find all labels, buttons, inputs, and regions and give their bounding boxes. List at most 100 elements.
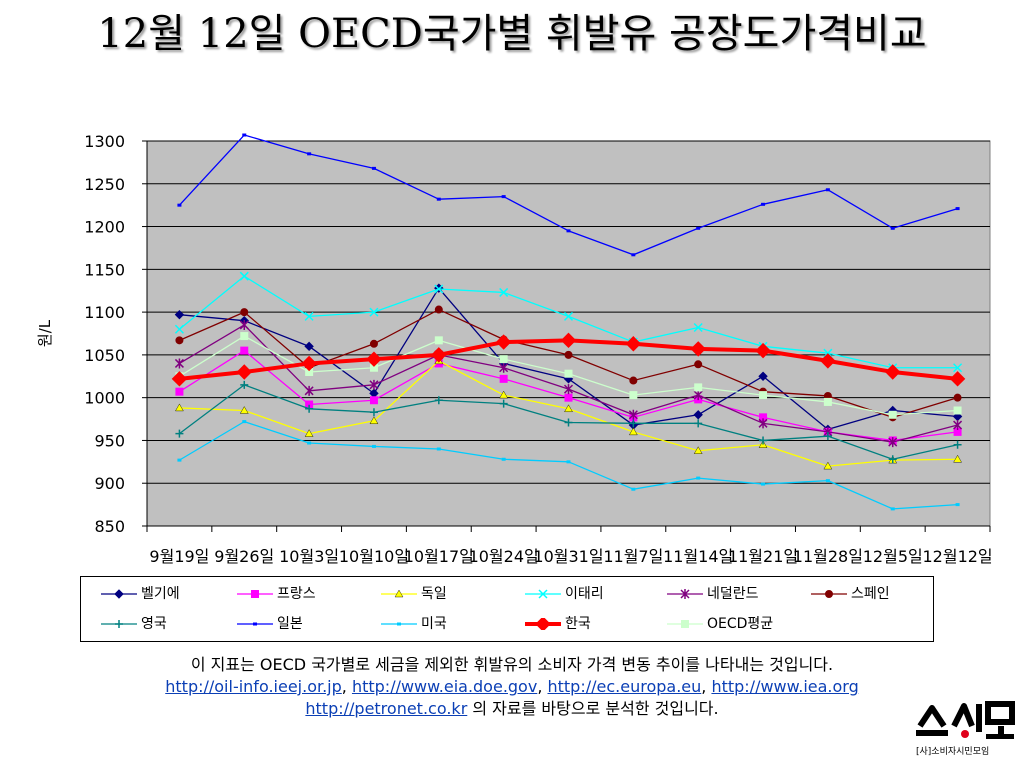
data-point <box>177 458 182 462</box>
data-point <box>560 332 577 349</box>
legend-marker <box>397 622 401 626</box>
series-7 <box>177 133 960 257</box>
data-point <box>499 374 508 383</box>
legend-item: 프랑스 <box>237 584 316 604</box>
data-point <box>499 390 508 399</box>
data-point <box>949 371 966 387</box>
footer-closing-text: 의 자료를 바탕으로 분석한 것입니다. <box>467 699 719 718</box>
series-6 <box>175 380 962 464</box>
x-tick-label: 11월21일 <box>728 547 798 566</box>
data-point <box>175 387 184 396</box>
data-point <box>371 444 376 448</box>
data-point <box>890 226 895 230</box>
data-point <box>171 371 188 387</box>
legend-label: 스페인 <box>851 586 890 602</box>
data-point <box>631 253 636 257</box>
logo-mark <box>916 701 1015 739</box>
legend-swatch <box>237 590 273 598</box>
x-tick-label: 9월19일 <box>149 547 209 566</box>
footer-note: 이 지표는 OECD 국가별로 세금을 제외한 휘발유의 소비자 가격 변동 추… <box>0 654 1024 720</box>
y-tick-label: 1200 <box>84 218 125 237</box>
data-point <box>305 404 314 413</box>
data-point <box>240 380 249 389</box>
data-point <box>242 133 247 137</box>
data-point <box>501 195 506 199</box>
data-point <box>369 408 378 417</box>
legend-marker <box>681 620 689 628</box>
series-10 <box>175 332 962 419</box>
source-link-petronet[interactable]: http://petronet.co.kr <box>305 699 468 718</box>
data-point <box>953 420 963 431</box>
x-tick-label: 10월10일 <box>339 547 409 566</box>
legend-item: 미국 <box>381 614 447 634</box>
legend-marker <box>825 590 833 598</box>
legend-swatch <box>667 620 703 628</box>
chart-legend: 벨기에 프랑스 독일 이태리 네덜란드 스페인 영국 일본 미국 한국 OECD평균 <box>80 576 934 642</box>
data-point <box>434 305 443 314</box>
data-point <box>174 358 184 369</box>
source-link-eia[interactable]: http://www.eia.doe.gov <box>351 677 538 696</box>
data-point <box>888 437 898 448</box>
legend-swatch <box>811 590 847 598</box>
legend-swatch <box>237 622 273 626</box>
data-point <box>240 346 249 355</box>
data-point <box>564 393 573 402</box>
data-point <box>236 364 252 380</box>
line-chart: 850 900 950 1000 1050 1100 1150 1200 1250 1300 9월1… <box>36 132 993 566</box>
y-tick-label: 950 <box>94 431 125 450</box>
data-point <box>564 350 573 359</box>
data-point <box>696 226 701 230</box>
legend-swatch <box>381 589 417 598</box>
data-point <box>955 503 960 507</box>
legend-marker <box>251 590 259 598</box>
source-link-europa[interactable]: http://ec.europa.eu <box>547 677 702 696</box>
legend-swatch <box>381 622 417 626</box>
data-point <box>563 384 574 395</box>
data-point <box>696 476 701 480</box>
data-point <box>625 336 642 352</box>
data-point <box>242 420 247 424</box>
legend-item: 이태리 <box>525 584 604 604</box>
data-point <box>177 203 182 207</box>
data-point <box>566 229 571 233</box>
data-point <box>239 319 249 330</box>
x-tick-label: 9월26일 <box>214 547 274 566</box>
data-point <box>825 188 830 192</box>
data-point <box>240 332 249 341</box>
data-point <box>174 324 184 334</box>
data-point <box>629 427 638 436</box>
data-point <box>758 371 768 381</box>
x-tick-label: 11월14일 <box>663 547 733 566</box>
legend-label: 일본 <box>277 616 303 632</box>
data-point <box>564 418 573 427</box>
source-link-oil-info[interactable]: http://oil-info.ieej.or.jp <box>165 677 342 696</box>
data-point <box>307 152 312 156</box>
data-point <box>631 487 636 491</box>
data-point <box>499 355 508 364</box>
legend-swatch <box>667 589 703 599</box>
data-point <box>955 207 960 211</box>
y-tick-label: 1250 <box>84 175 125 194</box>
link-separator: , <box>341 677 352 696</box>
source-link-iea[interactable]: http://www.iea.org <box>711 677 859 696</box>
data-point <box>694 360 703 369</box>
x-tick-label: 10월17일 <box>404 547 474 566</box>
data-point <box>304 341 314 352</box>
data-point <box>495 334 512 350</box>
data-point <box>566 460 571 464</box>
legend-swatch <box>101 589 137 599</box>
y-tick-label: 1100 <box>84 303 125 322</box>
legend-item: 스페인 <box>811 584 890 604</box>
legend-swatch <box>525 589 561 599</box>
data-point <box>694 383 703 392</box>
footer-sources: http://oil-info.ieej.or.jp, http://www.e… <box>0 676 1024 698</box>
data-point <box>888 410 897 419</box>
data-point <box>628 409 638 420</box>
data-point <box>371 166 376 170</box>
x-tick-label: 11월28일 <box>793 547 863 566</box>
y-tick-label: 1000 <box>84 389 125 408</box>
link-separator: , <box>537 677 548 696</box>
data-point <box>953 363 963 373</box>
legend-item: 한국 <box>525 614 591 634</box>
y-tick-label: 900 <box>94 474 125 493</box>
